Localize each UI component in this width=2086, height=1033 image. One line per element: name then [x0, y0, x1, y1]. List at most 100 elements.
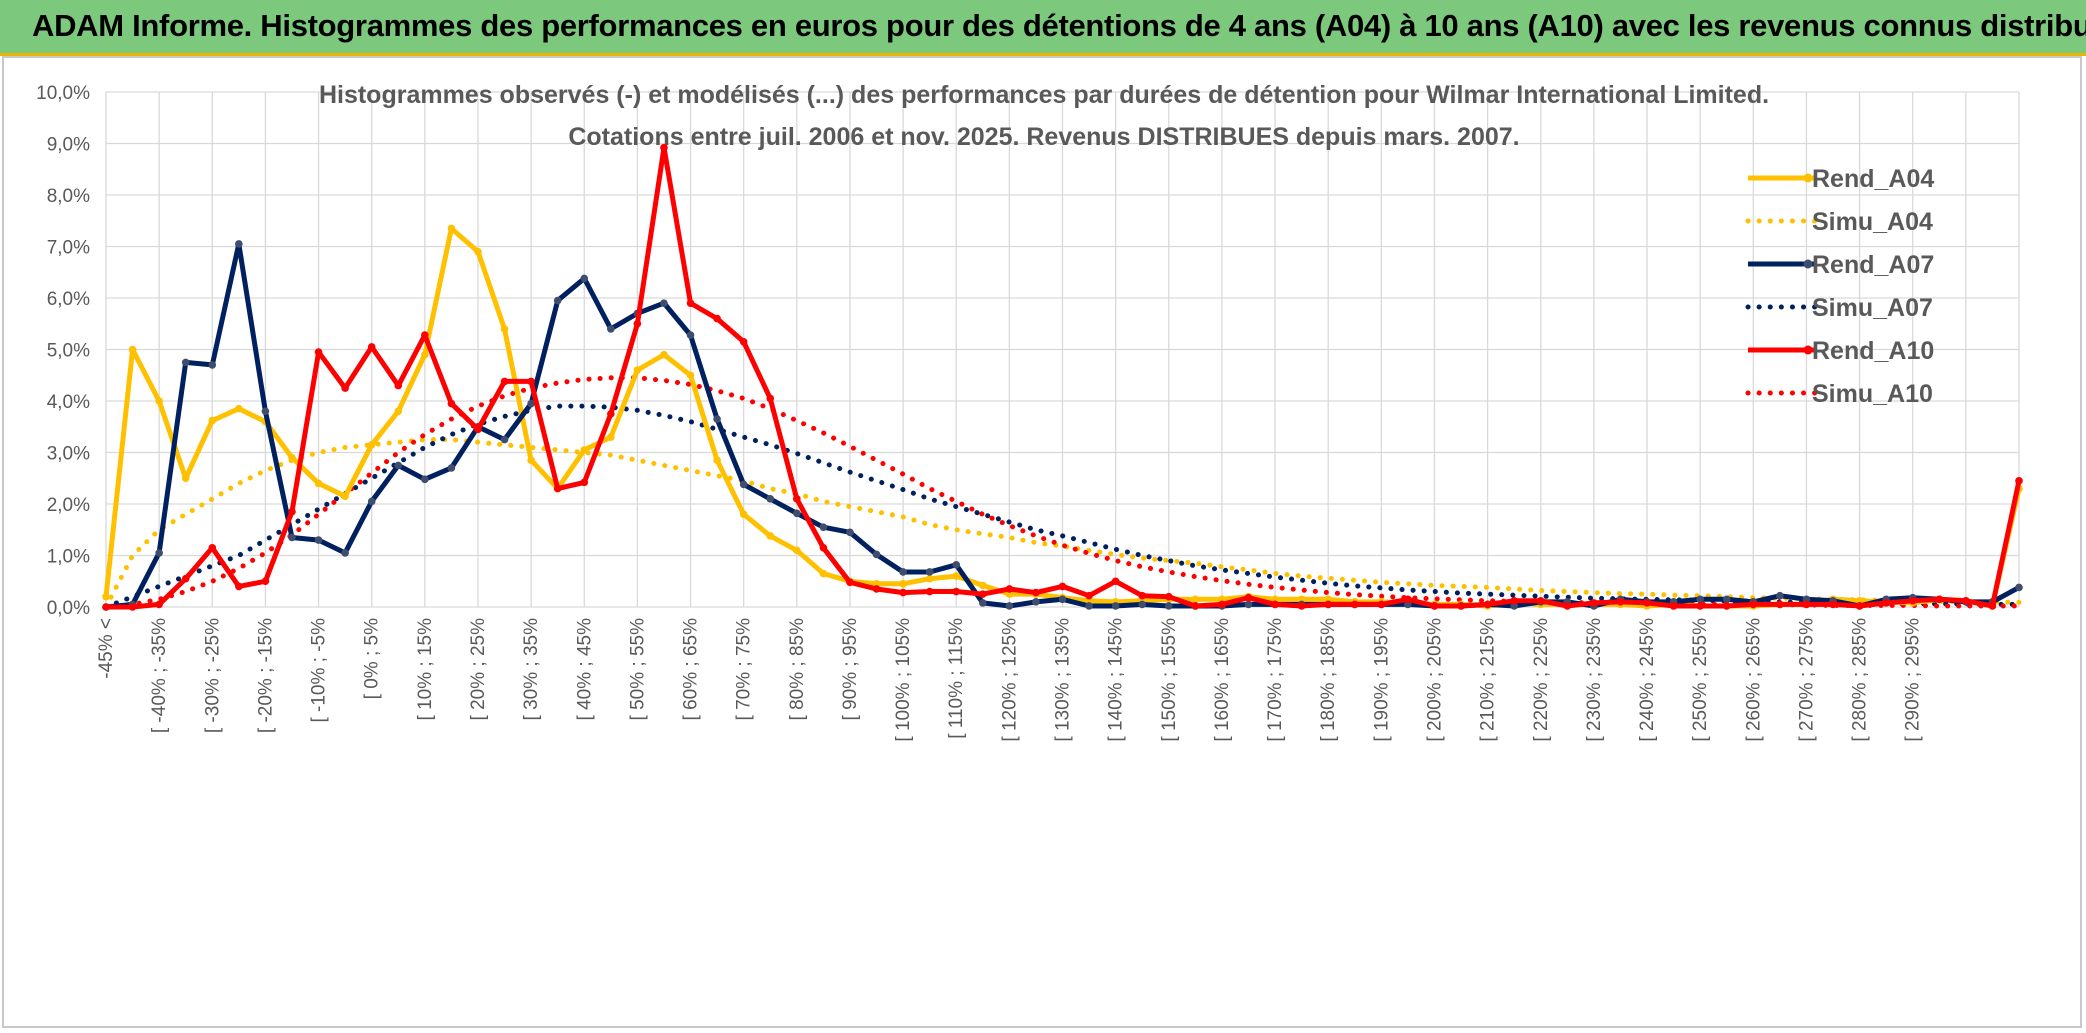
data-point — [1297, 602, 1306, 610]
data-point — [1138, 600, 1147, 609]
x-tick-label: [ 150% ; 155% — [1159, 618, 1180, 742]
chart-grid — [105, 91, 2020, 608]
data-point — [1377, 600, 1386, 609]
x-tick-label: [ 50% ; 55% — [627, 618, 648, 721]
data-point — [1005, 602, 1014, 610]
data-point — [1776, 600, 1784, 609]
x-tick-label: [ -10% ; -5% — [309, 618, 330, 723]
data-point — [1988, 602, 1997, 610]
data-point — [739, 480, 748, 489]
y-tick-label: 0,0% — [47, 598, 90, 619]
data-point — [899, 580, 907, 588]
data-point — [1111, 577, 1120, 586]
data-point — [713, 456, 721, 465]
y-tick-label: 8,0% — [47, 186, 90, 207]
data-point — [1350, 600, 1359, 609]
legend-label: Rend_A07 — [1812, 251, 1934, 279]
data-point — [819, 569, 828, 578]
data-point — [474, 425, 482, 434]
data-point — [1111, 602, 1120, 610]
y-tick-label: 3,0% — [47, 444, 90, 465]
x-tick-label: [ 210% ; 215% — [1478, 618, 1499, 742]
data-point — [819, 523, 828, 531]
data-point — [394, 407, 403, 416]
data-point — [633, 319, 642, 328]
data-point — [1483, 600, 1492, 609]
chart-subtitle: Cotations entre juil. 2006 et nov. 2025.… — [568, 123, 1519, 151]
data-point — [155, 600, 163, 609]
data-point — [341, 384, 349, 392]
data-point — [447, 399, 456, 408]
data-point — [1908, 597, 1917, 605]
data-point — [1324, 600, 1332, 609]
data-point — [819, 543, 828, 552]
data-point — [952, 587, 961, 596]
data-point — [181, 474, 190, 483]
data-point — [580, 446, 589, 454]
data-point — [527, 399, 535, 408]
x-tick-label: [ 250% ; 255% — [1690, 618, 1711, 742]
data-point — [367, 497, 376, 506]
data-point — [925, 587, 934, 596]
data-point — [1749, 600, 1758, 609]
data-point — [474, 247, 482, 256]
x-tick-label: [ -30% ; -25% — [202, 618, 223, 733]
data-point — [1696, 595, 1704, 604]
x-tick-label: [ 260% ; 265% — [1743, 618, 1764, 742]
x-tick-label: -45% < — [96, 618, 117, 679]
x-tick-label: [ 20% ; 25% — [468, 618, 489, 721]
data-point — [288, 507, 296, 516]
data-point — [1191, 602, 1200, 610]
data-point — [261, 407, 270, 416]
data-point — [288, 453, 296, 462]
data-point — [208, 361, 217, 369]
data-point — [341, 492, 349, 501]
y-tick-label: 6,0% — [47, 289, 90, 310]
data-point — [527, 377, 535, 386]
x-tick-label: [ -40% ; -35% — [149, 618, 170, 733]
x-tick-label: [ 130% ; 135% — [1053, 618, 1074, 742]
data-point — [766, 532, 775, 540]
data-point — [421, 350, 429, 359]
data-point — [1855, 602, 1864, 610]
data-point — [739, 510, 748, 519]
data-point — [872, 550, 881, 559]
data-point — [447, 464, 456, 472]
x-tick-label: [ 40% ; 45% — [574, 618, 595, 721]
x-tick-label: [ 100% ; 105% — [893, 618, 914, 742]
data-point — [1616, 598, 1625, 606]
x-tick-label: [ 180% ; 185% — [1318, 618, 1339, 742]
data-point — [1643, 599, 1651, 607]
data-point — [1430, 602, 1439, 610]
data-point — [235, 240, 243, 248]
data-point — [500, 377, 509, 386]
data-point — [500, 325, 509, 333]
data-point — [261, 577, 270, 586]
data-point — [1962, 597, 1970, 605]
data-point — [235, 404, 243, 413]
data-point — [1563, 602, 1572, 610]
data-point — [1244, 600, 1253, 609]
data-point — [660, 143, 668, 152]
chart-legend: Rend_A04 Simu_A04 Rend_A07 Simu_A07 Rend_A10… — [1745, 165, 1934, 408]
x-tick-label: [ 110% ; 115% — [946, 618, 967, 739]
data-point — [660, 299, 668, 307]
data-point — [686, 371, 695, 380]
data-point — [1271, 600, 1279, 609]
data-point — [367, 440, 376, 449]
data-point — [1218, 600, 1226, 609]
data-point — [102, 603, 110, 611]
data-point — [102, 592, 110, 601]
legend-label: Simu_A04 — [1812, 208, 1933, 236]
data-point — [1085, 602, 1093, 610]
data-point — [607, 325, 615, 333]
y-tick-label: 10,0% — [36, 83, 90, 104]
data-point — [1510, 597, 1518, 605]
data-point — [1244, 593, 1253, 602]
x-tick-label: [ 200% ; 205% — [1424, 618, 1445, 742]
legend-label: Rend_A10 — [1812, 337, 1934, 365]
x-tick-label: [ 140% ; 145% — [1106, 618, 1127, 742]
data-point — [1802, 600, 1811, 609]
data-point — [925, 574, 934, 583]
data-point — [1590, 599, 1598, 607]
